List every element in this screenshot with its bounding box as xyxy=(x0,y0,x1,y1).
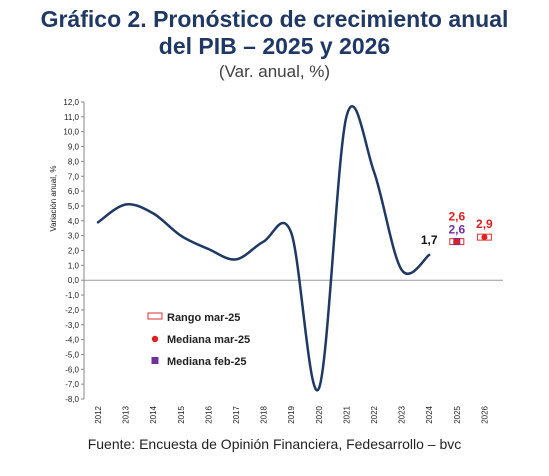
y-tick-label: 1,0 xyxy=(68,261,80,270)
x-tick-label: 2026 xyxy=(480,405,489,423)
chart-title-line1: Gráfico 2. Pronóstico de crecimiento anu… xyxy=(40,6,509,32)
median-mar-marker-2025 xyxy=(453,238,460,245)
y-tick-label: -3,0 xyxy=(65,321,79,330)
x-tick-label: 2014 xyxy=(149,405,158,423)
y-tick-label: 4,0 xyxy=(68,217,80,226)
legend-median-feb-label: Mediana feb-25 xyxy=(167,356,246,368)
median-mar-label-2025: 2,6 xyxy=(448,210,465,224)
legend-median-feb-swatch xyxy=(151,357,159,364)
y-tick-label: 11,0 xyxy=(64,113,80,122)
x-tick-label: 2022 xyxy=(370,405,379,423)
y-tick-label: -8,0 xyxy=(65,395,79,404)
x-tick-label: 2018 xyxy=(260,405,269,423)
y-tick-label: -5,0 xyxy=(65,350,79,359)
y-tick-label: 7,0 xyxy=(68,172,80,181)
chart-title: Gráfico 2. Pronóstico de crecimiento anu… xyxy=(0,6,549,60)
y-tick-label: 3,0 xyxy=(68,232,80,241)
median-feb-label-2025: 2,6 xyxy=(448,223,465,237)
legend-median-mar-label: Mediana mar-25 xyxy=(167,334,250,346)
legend-median-mar-swatch xyxy=(151,335,159,343)
y-tick-label: -4,0 xyxy=(65,336,79,345)
chart-source: Fuente: Encuesta de Opinión Financiera, … xyxy=(87,436,462,452)
last-value-label: 1,7 xyxy=(421,233,438,247)
y-tick-label: 5,0 xyxy=(68,202,80,211)
chart-subtitle: (Var. anual, %) xyxy=(218,62,331,81)
x-tick-label: 2012 xyxy=(94,405,103,423)
legend-range-swatch xyxy=(147,312,163,320)
x-tick-label: 2017 xyxy=(232,405,241,423)
gdp-growth-line xyxy=(96,105,431,392)
x-tick-label: 2023 xyxy=(398,405,407,423)
x-tick-label: 2016 xyxy=(204,405,213,423)
median-mar-marker-2026 xyxy=(481,234,488,241)
y-tick-label: -7,0 xyxy=(65,380,79,389)
y-tick-label: -1,0 xyxy=(65,291,79,300)
x-tick-label: 2024 xyxy=(425,405,434,423)
median-mar-label-2026: 2,9 xyxy=(476,217,493,231)
x-tick-label: 2020 xyxy=(315,405,324,423)
y-axis-label: Variación anual, % xyxy=(49,165,58,231)
chart-title-line2: del PIB – 2025 y 2026 xyxy=(158,33,391,59)
y-tick-label: 8,0 xyxy=(68,157,80,166)
x-tick-label: 2019 xyxy=(287,405,296,423)
y-tick-label: -2,0 xyxy=(65,306,79,315)
y-tick-label: 6,0 xyxy=(68,187,80,196)
y-tick-label: 10,0 xyxy=(63,128,79,137)
y-tick-label: 12,0 xyxy=(63,98,79,107)
y-tick-label: 0,0 xyxy=(68,276,80,285)
x-tick-label: 2021 xyxy=(342,405,351,423)
x-tick-label: 2013 xyxy=(122,405,131,423)
y-tick-label: 2,0 xyxy=(68,247,80,256)
y-tick-label: -6,0 xyxy=(65,365,79,374)
x-tick-label: 2015 xyxy=(177,405,186,423)
x-tick-label: 2025 xyxy=(453,405,462,423)
y-tick-label: 9,0 xyxy=(68,143,80,152)
legend-range-label: Rango mar-25 xyxy=(167,312,240,324)
